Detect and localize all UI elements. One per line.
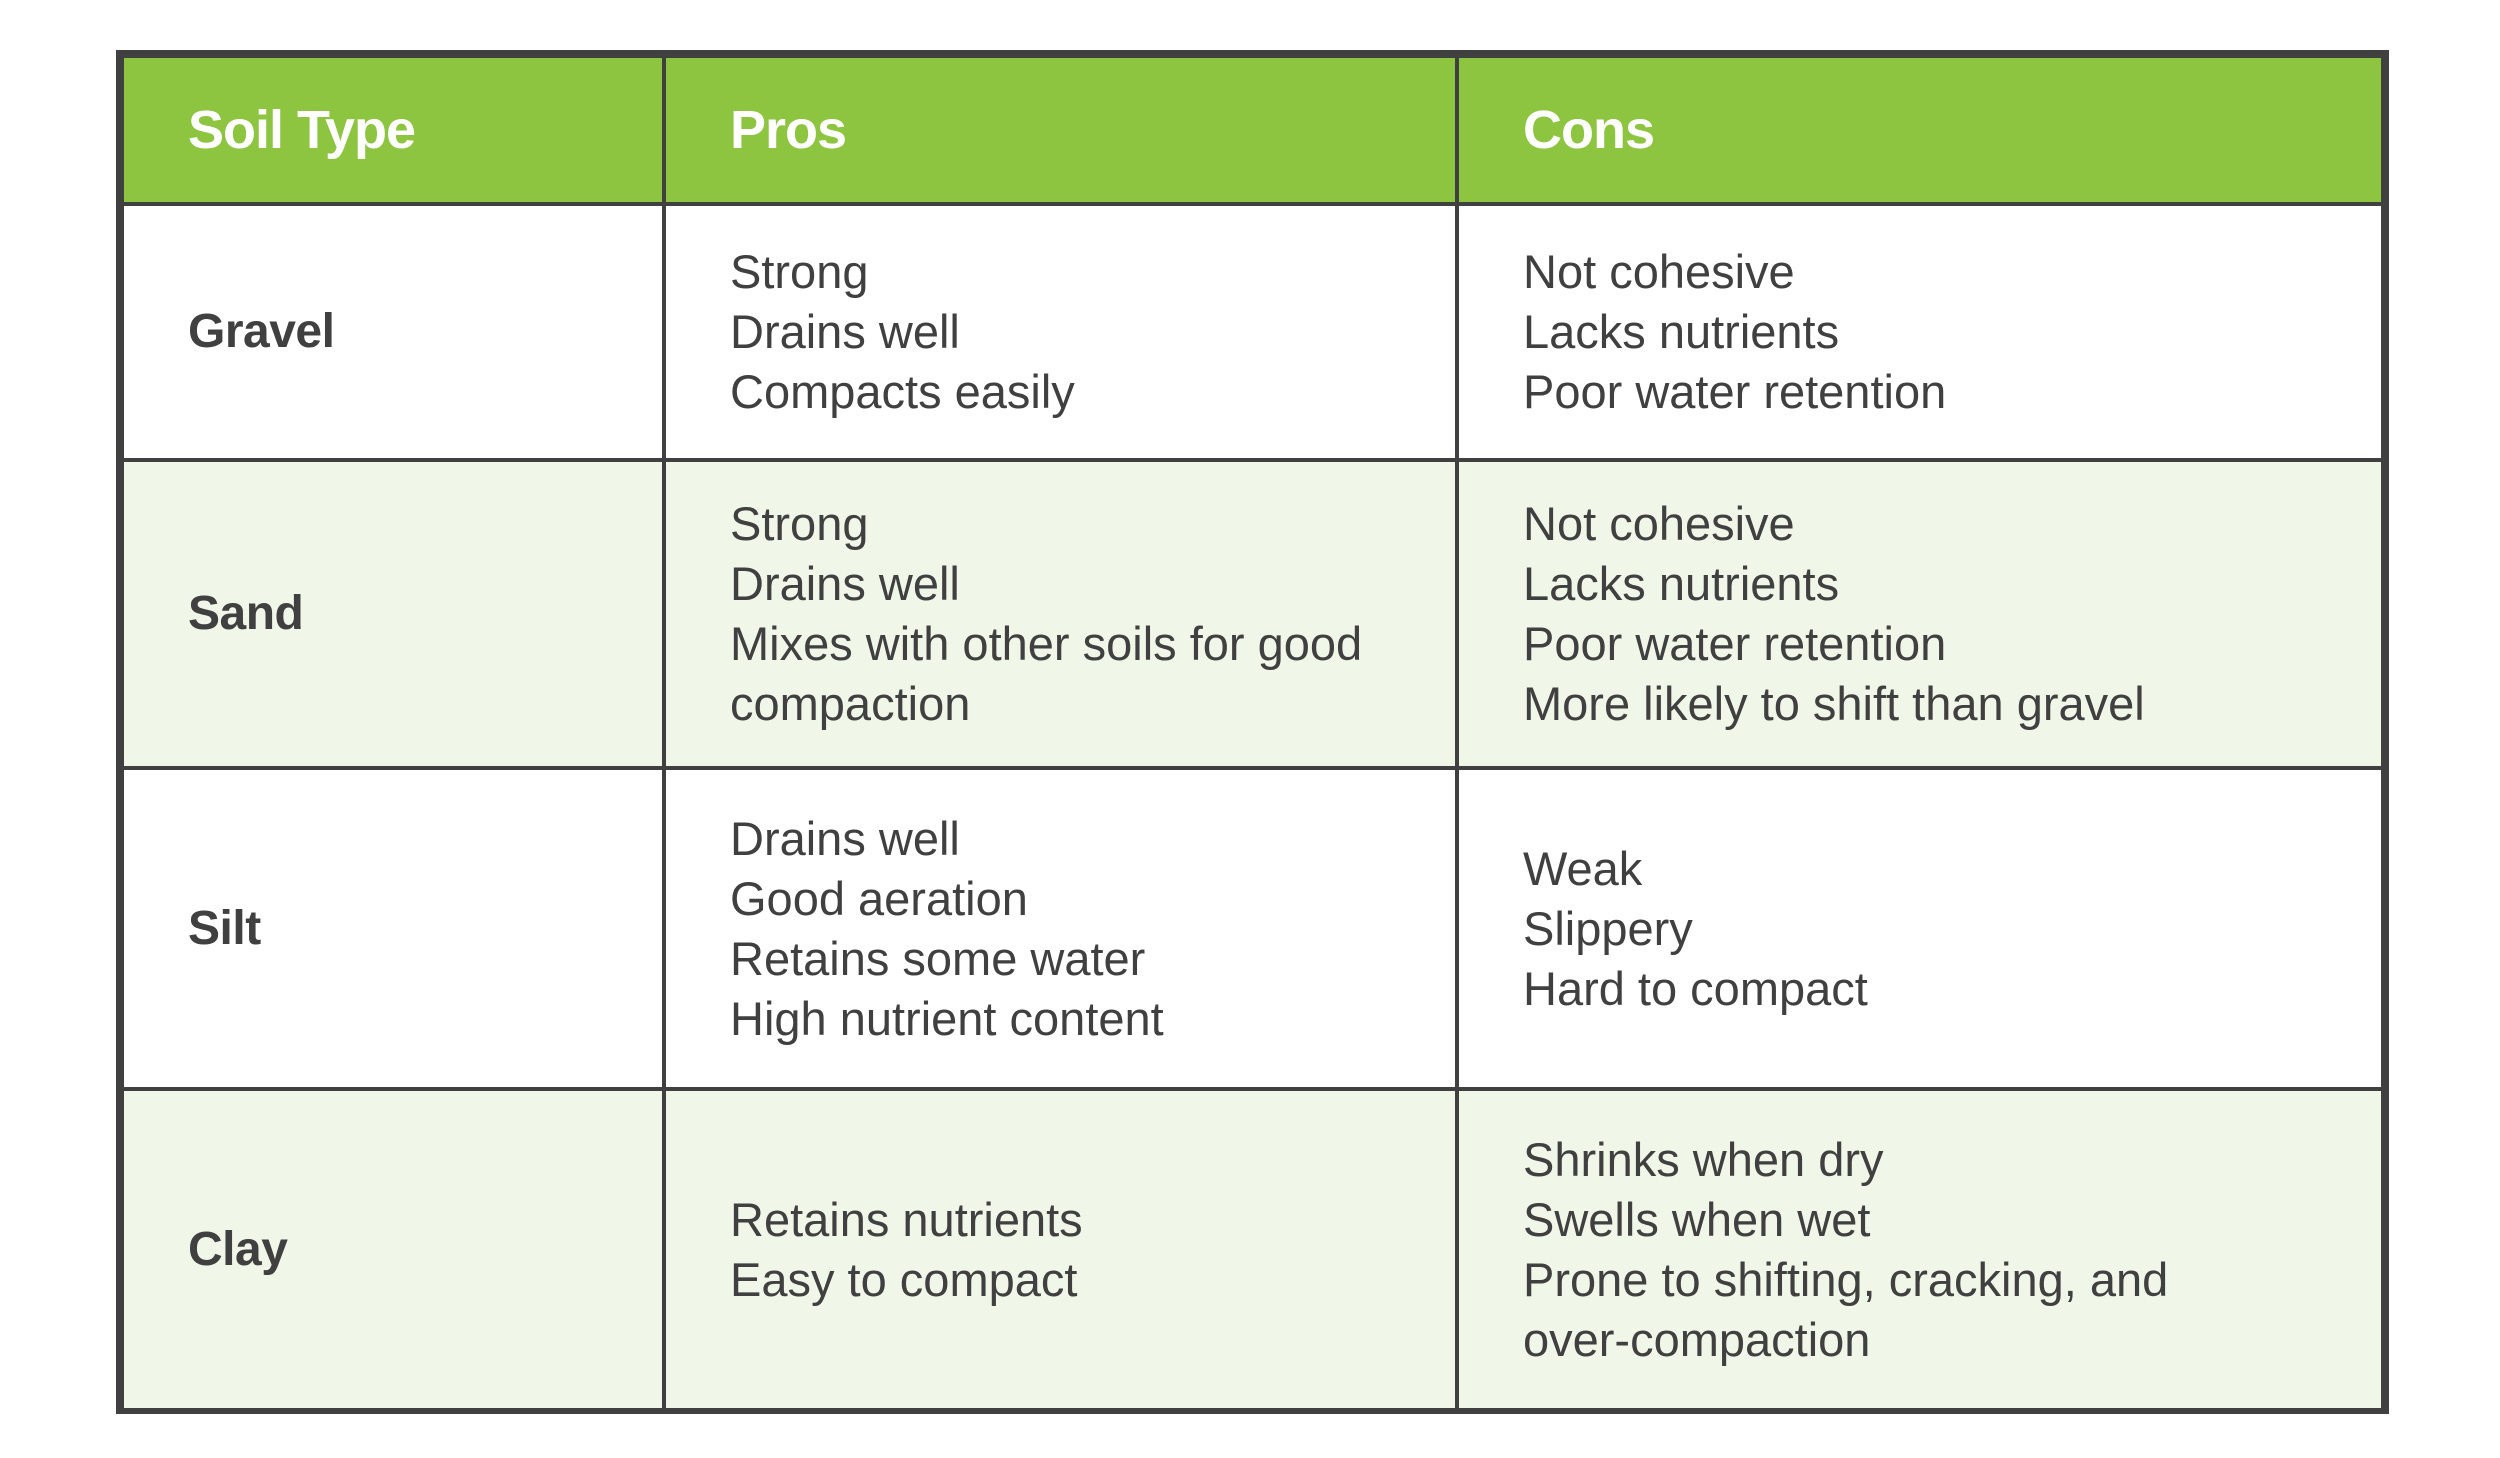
con-item: Lacks nutrients [1523, 305, 1840, 358]
cons-cell: Weak Slippery Hard to compact [1455, 766, 2381, 1091]
pro-item: High nutrient content [730, 991, 1164, 1045]
pro-item: Drains well [730, 557, 960, 610]
header-row: Soil Type Pros Cons [124, 58, 2381, 206]
header-pros: Pros [662, 58, 1459, 206]
soil-name: Silt [124, 766, 666, 1091]
soil-name: Gravel [124, 202, 666, 462]
table-row-gravel: Gravel Strong Drains well Compacts easil… [124, 202, 2381, 462]
con-item: Weak [1523, 841, 1643, 895]
pro-item: Drains well [730, 811, 960, 865]
pro-item: Compacts easily [730, 365, 1075, 418]
con-item: over-compaction [1523, 1312, 1871, 1366]
header-cons: Cons [1455, 58, 2381, 206]
con-item: Shrinks when dry [1523, 1132, 1884, 1186]
con-item: Prone to shifting, cracking, and [1523, 1252, 2169, 1306]
con-item: Not cohesive [1523, 497, 1795, 550]
con-item: Not cohesive [1523, 245, 1795, 298]
pros-cell: Strong Drains well Mixes with other soil… [662, 458, 1459, 770]
pro-item: Mixes with other soils for good [730, 617, 1363, 670]
soil-comparison-table: Soil Type Pros Cons Gravel Strong Drains… [116, 50, 2389, 1414]
cons-cell: Not cohesive Lacks nutrients Poor water … [1455, 458, 2381, 770]
soil-table: Soil Type Pros Cons Gravel Strong Drains… [124, 58, 2381, 1408]
con-item: Swells when wet [1523, 1192, 1871, 1246]
soil-name: Clay [124, 1087, 666, 1408]
table-row-sand: Sand Strong Drains well Mixes with other… [124, 458, 2381, 770]
pro-item: compaction [730, 677, 971, 730]
con-item: More likely to shift than gravel [1523, 677, 2145, 730]
pro-item: Drains well [730, 305, 960, 358]
pros-cell: Strong Drains well Compacts easily [662, 202, 1459, 462]
soil-name: Sand [124, 458, 666, 770]
con-item: Lacks nutrients [1523, 557, 1840, 610]
pro-item: Strong [730, 497, 869, 550]
pro-item: Good aeration [730, 871, 1028, 925]
pro-item: Retains some water [730, 931, 1146, 985]
pro-item: Easy to compact [730, 1252, 1078, 1306]
con-item: Hard to compact [1523, 961, 1868, 1015]
pro-item: Strong [730, 245, 869, 298]
cons-cell: Not cohesive Lacks nutrients Poor water … [1455, 202, 2381, 462]
pros-cell: Retains nutrients Easy to compact [662, 1087, 1459, 1408]
table-row-silt: Silt Drains well Good aeration Retains s… [124, 766, 2381, 1091]
con-item: Slippery [1523, 901, 1693, 955]
con-item: Poor water retention [1523, 617, 1947, 670]
table-row-clay: Clay Retains nutrients Easy to compact S… [124, 1087, 2381, 1408]
cons-cell: Shrinks when dry Swells when wet Prone t… [1455, 1087, 2381, 1408]
pros-cell: Drains well Good aeration Retains some w… [662, 766, 1459, 1091]
pro-item: Retains nutrients [730, 1192, 1083, 1246]
con-item: Poor water retention [1523, 365, 1947, 418]
header-soil-type: Soil Type [124, 58, 666, 206]
